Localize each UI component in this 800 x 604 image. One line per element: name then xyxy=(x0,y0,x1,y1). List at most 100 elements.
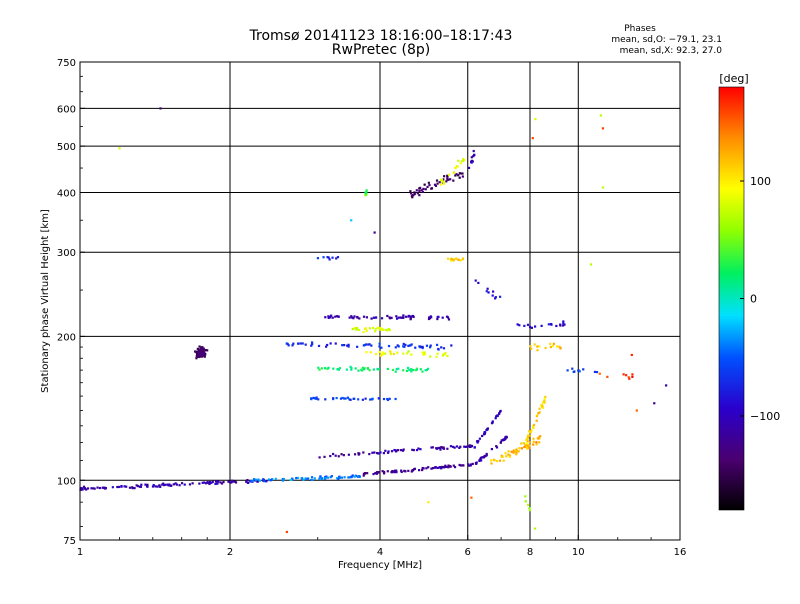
data-point xyxy=(327,366,330,369)
data-point xyxy=(289,478,292,481)
data-point xyxy=(390,450,394,453)
data-point xyxy=(85,488,88,491)
data-point xyxy=(491,290,495,293)
data-point xyxy=(490,462,493,465)
data-point xyxy=(516,323,519,326)
data-point xyxy=(245,480,248,483)
data-point xyxy=(201,348,204,351)
data-point xyxy=(215,480,218,483)
data-point xyxy=(541,406,544,409)
data-point xyxy=(447,173,451,176)
data-point xyxy=(442,354,445,357)
data-point xyxy=(301,476,304,480)
data-point xyxy=(571,367,574,370)
data-point xyxy=(357,328,361,331)
data-point xyxy=(271,478,274,481)
data-point xyxy=(395,317,399,320)
data-point xyxy=(180,482,184,485)
data-point xyxy=(322,256,325,259)
data-point xyxy=(536,349,539,352)
data-point xyxy=(389,352,392,356)
data-point xyxy=(202,350,205,353)
data-point xyxy=(419,448,422,451)
data-point xyxy=(461,160,464,163)
data-point xyxy=(501,455,504,458)
data-point xyxy=(601,186,605,189)
data-point xyxy=(484,454,487,458)
data-point xyxy=(220,482,224,485)
y-axis-label: Stationary phase Virtual Height [km] xyxy=(40,209,51,393)
data-point xyxy=(527,436,530,439)
data-point xyxy=(416,192,419,195)
data-point xyxy=(436,317,439,321)
data-point xyxy=(406,352,409,355)
data-point xyxy=(424,188,427,191)
data-point xyxy=(198,482,201,485)
data-point xyxy=(210,481,213,484)
data-point xyxy=(319,475,322,478)
data-point xyxy=(313,477,316,480)
data-point xyxy=(312,396,315,400)
data-point xyxy=(522,442,525,445)
data-point xyxy=(407,344,410,347)
data-point xyxy=(376,367,379,371)
data-point xyxy=(296,476,300,480)
y-axis-ticks: 75 100 200 300 400 500 600 750 xyxy=(57,58,85,547)
data-point xyxy=(338,367,342,370)
data-point xyxy=(468,464,471,467)
data-point xyxy=(562,320,565,323)
data-point xyxy=(350,475,353,478)
data-point xyxy=(407,469,410,472)
data-point xyxy=(410,368,413,371)
data-point xyxy=(386,367,389,371)
data-point xyxy=(361,398,364,401)
data-point xyxy=(349,398,352,401)
data-point xyxy=(385,328,388,331)
data-point xyxy=(335,477,339,480)
data-point xyxy=(582,368,585,371)
data-point xyxy=(397,449,400,452)
data-point xyxy=(525,442,528,445)
data-point xyxy=(402,345,405,348)
data-point xyxy=(544,395,547,399)
data-point xyxy=(104,487,107,490)
data-point xyxy=(337,315,340,318)
data-point xyxy=(287,344,290,347)
data-point xyxy=(536,437,540,440)
data-point xyxy=(348,476,351,479)
data-point xyxy=(389,350,392,353)
data-point xyxy=(375,472,378,475)
data-point xyxy=(174,482,177,485)
data-point xyxy=(491,294,494,297)
data-point xyxy=(434,184,438,187)
data-point xyxy=(415,189,418,192)
data-point xyxy=(449,445,453,448)
data-point xyxy=(384,449,387,452)
data-point xyxy=(395,367,398,371)
chart-title-line-1: Tromsø 20141123 18:16:00–18:17:43 xyxy=(249,28,513,44)
data-point xyxy=(464,445,467,448)
data-point xyxy=(391,368,395,372)
data-point xyxy=(335,257,338,260)
data-point xyxy=(530,326,533,329)
data-point xyxy=(206,349,209,352)
data-point xyxy=(365,316,368,319)
data-point xyxy=(311,478,314,481)
data-point xyxy=(388,328,391,332)
data-point xyxy=(419,345,422,348)
data-point xyxy=(562,322,565,325)
data-point xyxy=(428,316,431,319)
data-point xyxy=(167,484,170,487)
data-point xyxy=(144,483,147,486)
data-point xyxy=(461,172,464,175)
data-point xyxy=(402,316,405,319)
data-point xyxy=(350,315,353,318)
data-point xyxy=(410,194,414,197)
data-point xyxy=(324,316,327,319)
data-point xyxy=(324,476,327,479)
data-point xyxy=(459,259,462,262)
data-point xyxy=(92,487,95,490)
data-point xyxy=(528,434,532,437)
data-point xyxy=(494,296,497,299)
data-point xyxy=(418,469,421,472)
